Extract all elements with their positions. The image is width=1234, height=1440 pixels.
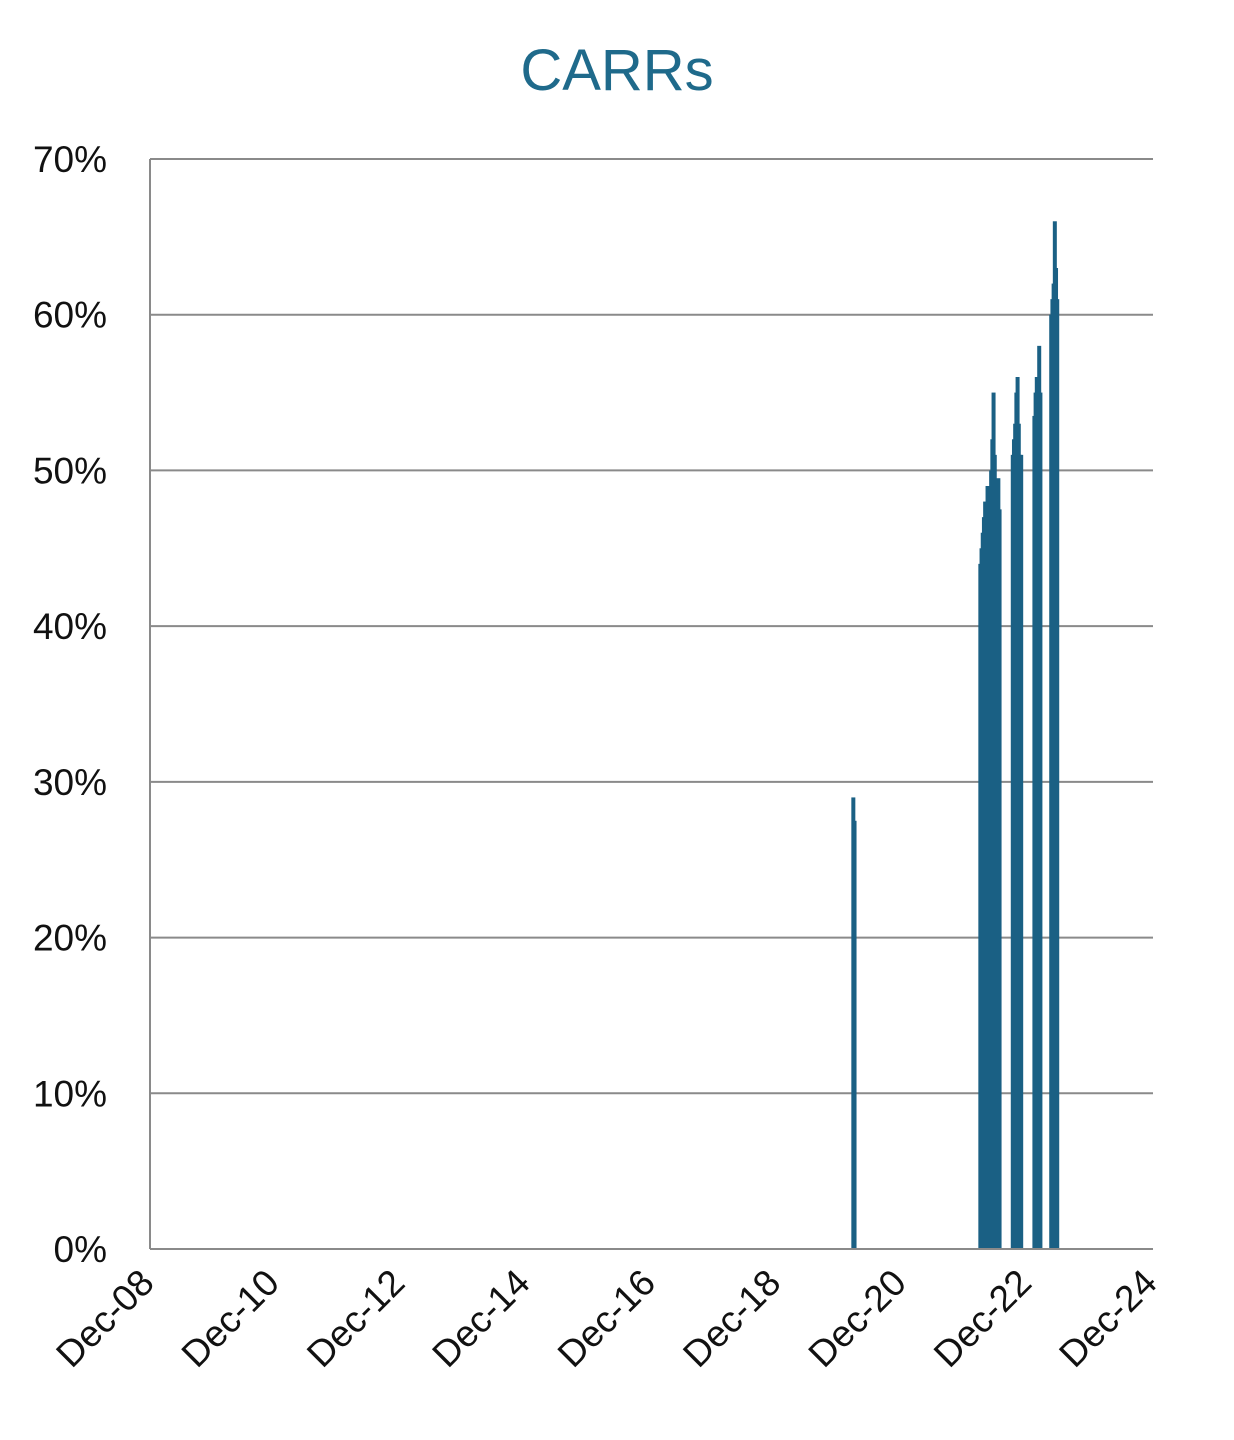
y-tick-label: 40% — [33, 606, 107, 647]
x-tick-label: Dec-24 — [1051, 1262, 1164, 1375]
bar — [852, 820, 857, 1249]
x-tick-label: Dec-08 — [48, 1262, 161, 1375]
x-tick-label: Dec-14 — [424, 1262, 537, 1375]
x-tick-label: Dec-12 — [299, 1262, 412, 1375]
x-tick-label: Dec-18 — [675, 1262, 788, 1375]
bar-series — [851, 221, 1060, 1250]
y-axis-tick-labels: 0% 10% 20% 30% 40% 50% 60% 70% — [33, 139, 107, 1270]
bar — [997, 509, 1002, 1249]
gridlines — [150, 158, 1153, 1095]
y-tick-label: 20% — [33, 918, 107, 959]
y-tick-label: 10% — [33, 1073, 107, 1114]
x-tick-label: Dec-22 — [926, 1262, 1039, 1375]
y-tick-label: 0% — [54, 1229, 107, 1270]
y-tick-label: 30% — [33, 762, 107, 803]
axes — [149, 159, 1153, 1250]
y-tick-label: 60% — [33, 295, 107, 336]
y-tick-label: 70% — [33, 139, 107, 180]
x-axis-tick-labels: Dec-08 Dec-10 Dec-12 Dec-14 Dec-16 Dec-18 Dec-… — [48, 1262, 1164, 1375]
bar — [1034, 377, 1039, 1249]
chart-title: CARRs — [520, 38, 713, 103]
x-tick-label: Dec-10 — [174, 1262, 287, 1375]
bar — [1038, 392, 1043, 1250]
y-tick-label: 50% — [33, 450, 107, 491]
bar — [1055, 299, 1060, 1250]
x-tick-label: Dec-20 — [801, 1262, 914, 1375]
x-tick-label: Dec-16 — [550, 1262, 663, 1375]
bar — [1019, 454, 1024, 1249]
